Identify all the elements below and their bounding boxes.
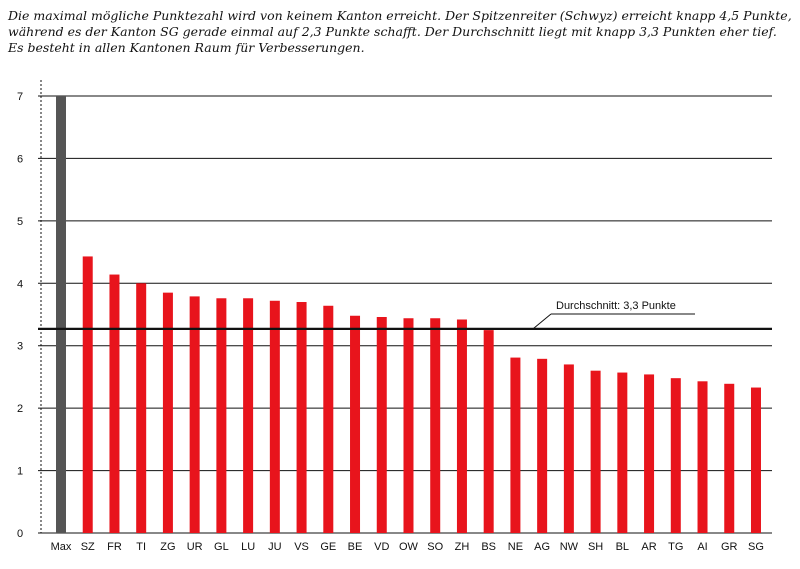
bar-vd — [376, 316, 387, 533]
y-tick-7: 7 — [17, 91, 23, 103]
bar-ar — [644, 374, 655, 533]
bar-sg — [750, 387, 761, 533]
x-tick-gr: GR — [721, 541, 738, 553]
caption-line-2: während es der Kanton SG gerade einmal a… — [8, 24, 777, 39]
x-tick-ne: NE — [508, 541, 523, 553]
average-callout-leader — [532, 313, 552, 330]
bar-gr — [724, 383, 735, 533]
x-tick-zh: ZH — [455, 541, 470, 553]
bar-zh — [456, 319, 467, 533]
x-tick-lu: LU — [241, 541, 255, 553]
x-tick-ar: AR — [641, 541, 656, 553]
x-tick-labels: Max SZ FR TI ZG UR GL LU JU VS GE BE VD OW SO ZH BS NE AG N… — [51, 541, 764, 553]
bar-gl — [216, 298, 227, 533]
bar-ti — [136, 283, 147, 533]
x-tick-ge: GE — [320, 541, 336, 553]
x-tick-bs: BS — [481, 541, 496, 553]
caption-line-3: Es besteht in allen Kantonen Raum für Ve… — [8, 40, 365, 55]
x-tick-ti: TI — [136, 541, 146, 553]
x-tick-max: Max — [51, 541, 72, 553]
x-tick-ow: OW — [399, 541, 419, 553]
bar-ow — [403, 318, 414, 533]
x-tick-tg: TG — [668, 541, 683, 553]
bar-max — [56, 96, 66, 533]
x-tick-so: SO — [427, 541, 443, 553]
y-tick-1: 1 — [17, 466, 23, 478]
average-line-group: Durchschnitt: 3,3 Punkte — [38, 300, 772, 330]
bar-ur — [189, 296, 200, 533]
x-tick-vs: VS — [294, 541, 309, 553]
bar-zg — [162, 292, 173, 533]
bar-ju — [269, 300, 280, 533]
chart-caption: Die maximal mögliche Punktezahl wird von… — [8, 8, 792, 56]
bar-sz — [82, 256, 93, 533]
bar-fr — [109, 274, 120, 533]
bar-ai — [697, 381, 708, 533]
caption-line-1: Die maximal mögliche Punktezahl wird von… — [8, 8, 792, 23]
x-tick-sz: SZ — [81, 541, 95, 553]
bars — [56, 96, 761, 533]
x-tick-nw: NW — [560, 541, 579, 553]
bar-nw — [563, 364, 574, 533]
y-tick-5: 5 — [17, 216, 23, 228]
y-tick-labels: 0 1 2 3 4 5 6 7 — [17, 91, 23, 540]
y-tick-3: 3 — [17, 341, 23, 353]
y-tick-4: 4 — [17, 278, 23, 290]
x-tick-sh: SH — [588, 541, 603, 553]
y-tick-0: 0 — [17, 528, 23, 540]
bar-be — [350, 315, 361, 533]
bar-vs — [296, 302, 307, 533]
x-tick-be: BE — [348, 541, 363, 553]
bar-lu — [243, 298, 254, 533]
bar-ne — [510, 357, 521, 533]
x-tick-ai: AI — [697, 541, 707, 553]
x-tick-fr: FR — [107, 541, 122, 553]
bar-sh — [590, 370, 601, 533]
bar-so — [430, 318, 441, 533]
x-tick-ag: AG — [534, 541, 550, 553]
x-tick-ju: JU — [268, 541, 282, 553]
x-tick-bl: BL — [616, 541, 629, 553]
bar-bs — [483, 330, 494, 533]
x-tick-gl: GL — [214, 541, 229, 553]
x-tick-ur: UR — [187, 541, 203, 553]
bar-ge — [323, 305, 334, 533]
bar-ag — [537, 358, 548, 533]
bar-tg — [670, 378, 681, 533]
y-tick-6: 6 — [17, 153, 23, 165]
x-tick-zg: ZG — [160, 541, 175, 553]
y-tick-2: 2 — [17, 403, 23, 415]
bar-bl — [617, 372, 628, 533]
x-tick-vd: VD — [374, 541, 389, 553]
x-tick-sg: SG — [748, 541, 764, 553]
average-label: Durchschnitt: 3,3 Punkte — [556, 300, 676, 312]
